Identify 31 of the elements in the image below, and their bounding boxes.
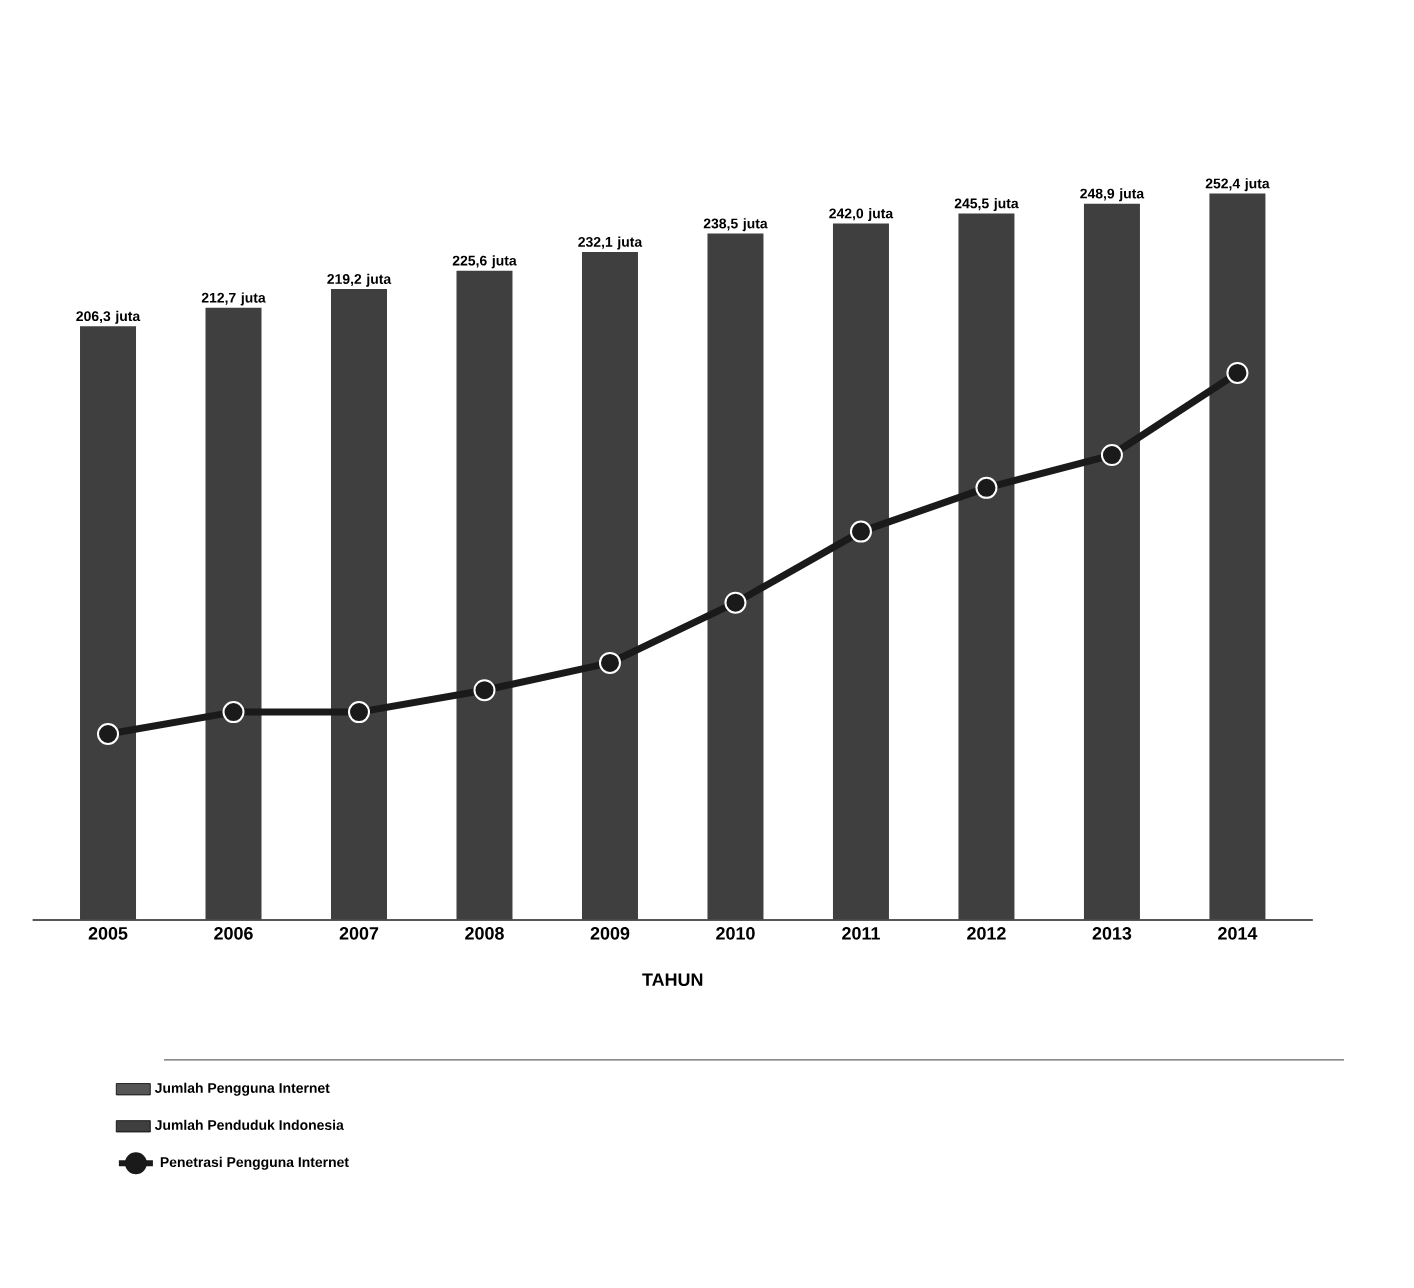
point [1100, 444, 1123, 467]
x-tick-label: 2013 [1092, 927, 1132, 940]
x-tick-label: 2012 [967, 927, 1006, 940]
x-tick-label: 2007 [339, 927, 379, 940]
x-tick-label: 2009 [590, 927, 630, 940]
bar [331, 289, 387, 920]
bar [958, 213, 1015, 920]
bar [1209, 193, 1266, 920]
x-tick-label: 2005 [88, 927, 128, 940]
x-tick-label: 2010 [716, 927, 755, 940]
point [849, 520, 872, 543]
x-axis-title: TAHUN [642, 973, 703, 986]
bar [205, 307, 262, 920]
bar [832, 223, 889, 920]
bar [1083, 203, 1140, 920]
x-tick-label: 2008 [465, 927, 504, 940]
point [724, 591, 747, 614]
x-tick-label: 2006 [214, 927, 253, 940]
point [222, 701, 245, 724]
x-tick-label: 2011 [842, 927, 880, 940]
point [97, 722, 120, 745]
point [598, 651, 621, 674]
bar [581, 251, 638, 920]
point [473, 679, 496, 702]
point [348, 701, 370, 724]
point [975, 476, 998, 499]
point [1226, 361, 1249, 384]
bar [80, 326, 137, 920]
x-tick-label: 2014 [1218, 927, 1258, 940]
bar [456, 270, 513, 920]
bar [707, 233, 764, 920]
